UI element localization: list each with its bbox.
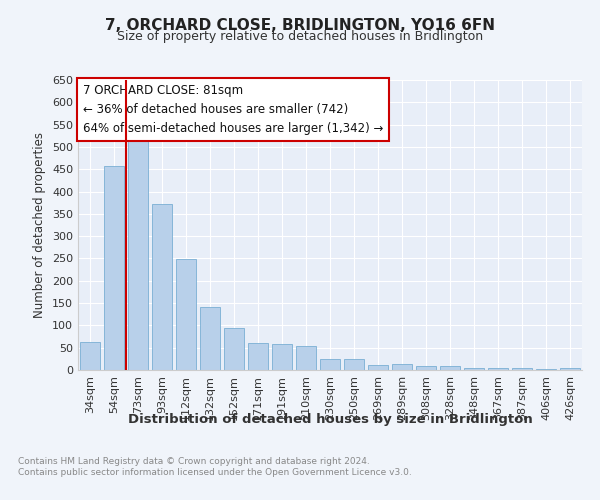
Bar <box>416 366 436 370</box>
Y-axis label: Number of detached properties: Number of detached properties <box>34 132 46 318</box>
Bar <box>152 204 172 370</box>
Bar <box>512 368 532 370</box>
Text: Contains HM Land Registry data © Crown copyright and database right 2024.
Contai: Contains HM Land Registry data © Crown c… <box>18 458 412 477</box>
Bar <box>80 342 100 370</box>
Bar <box>560 368 580 370</box>
Bar <box>440 366 460 370</box>
Bar <box>128 138 148 370</box>
Bar <box>536 368 556 370</box>
Bar <box>464 368 484 370</box>
Bar <box>344 359 364 370</box>
Text: 7 ORCHARD CLOSE: 81sqm
← 36% of detached houses are smaller (742)
64% of semi-de: 7 ORCHARD CLOSE: 81sqm ← 36% of detached… <box>83 84 383 136</box>
Bar <box>248 343 268 370</box>
Bar <box>392 364 412 370</box>
Bar <box>320 359 340 370</box>
Text: Distribution of detached houses by size in Bridlington: Distribution of detached houses by size … <box>128 412 532 426</box>
Bar <box>224 328 244 370</box>
Bar <box>176 259 196 370</box>
Bar <box>368 364 388 370</box>
Bar <box>296 346 316 370</box>
Bar <box>488 368 508 370</box>
Text: Size of property relative to detached houses in Bridlington: Size of property relative to detached ho… <box>117 30 483 43</box>
Text: 7, ORCHARD CLOSE, BRIDLINGTON, YO16 6FN: 7, ORCHARD CLOSE, BRIDLINGTON, YO16 6FN <box>105 18 495 32</box>
Bar <box>200 306 220 370</box>
Bar <box>104 166 124 370</box>
Bar <box>272 344 292 370</box>
